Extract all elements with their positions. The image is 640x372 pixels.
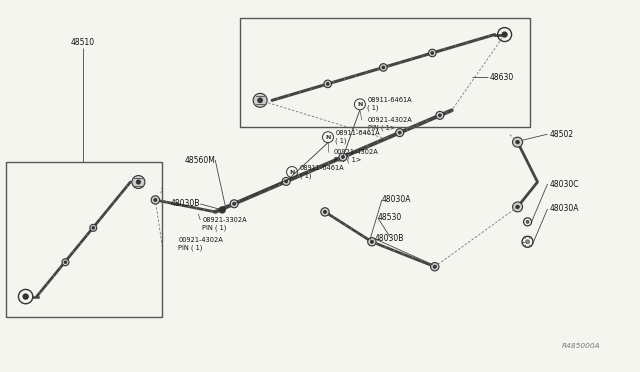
Text: 48560M: 48560M [184,155,215,164]
Circle shape [431,51,434,54]
Circle shape [92,227,95,229]
Text: 08911-6461A
( 1): 08911-6461A ( 1) [367,97,412,111]
Text: 48502: 48502 [550,130,573,139]
Text: 08921-3302A: 08921-3302A [202,217,247,223]
Circle shape [282,177,290,185]
Text: 48030B: 48030B [171,199,200,208]
Circle shape [526,220,529,223]
Text: 48630: 48630 [490,73,514,82]
Circle shape [253,93,267,107]
Circle shape [220,207,225,213]
Text: 48030A: 48030A [550,205,579,214]
Text: PIN ( 1): PIN ( 1) [179,244,203,251]
Text: 00921-4302A: 00921-4302A [334,149,379,155]
Text: 48030A: 48030A [382,195,412,205]
Text: PIN ( 1>: PIN ( 1> [334,157,362,163]
Circle shape [258,98,262,103]
Circle shape [525,240,529,244]
Circle shape [341,155,344,158]
Bar [6,162,163,317]
Circle shape [398,131,401,134]
Circle shape [233,202,236,205]
Circle shape [323,210,326,214]
Circle shape [433,265,436,268]
Text: N: N [325,135,331,140]
Circle shape [23,294,28,299]
Circle shape [516,205,520,209]
Circle shape [90,224,97,231]
Text: N: N [289,170,295,174]
Circle shape [513,202,522,212]
Circle shape [151,196,159,204]
Text: PIN ( 1): PIN ( 1) [202,225,227,231]
Circle shape [436,111,444,119]
Text: 08911-6461A
( 1): 08911-6461A ( 1) [335,130,380,144]
Bar [240,17,529,127]
Circle shape [371,240,374,243]
Circle shape [368,238,376,246]
Circle shape [429,49,436,57]
Circle shape [396,129,404,137]
Circle shape [326,82,329,86]
Text: 48030C: 48030C [550,180,579,189]
Text: N: N [357,102,363,107]
Circle shape [136,180,141,184]
Circle shape [154,198,157,202]
Circle shape [132,176,145,189]
Circle shape [516,140,520,144]
Text: 00921-4302A: 00921-4302A [179,237,223,243]
Circle shape [513,137,522,147]
Circle shape [230,200,238,208]
Circle shape [382,66,385,69]
Text: R485000A: R485000A [561,343,600,349]
Circle shape [64,261,67,264]
Circle shape [380,64,387,71]
Text: 00921-4302A: 00921-4302A [368,117,413,123]
Circle shape [339,153,347,161]
Circle shape [324,80,332,88]
Circle shape [285,180,287,183]
Text: 48510: 48510 [70,38,95,47]
Circle shape [62,259,69,266]
Text: PIN ( 1>: PIN ( 1> [368,125,396,131]
Text: 48530: 48530 [378,214,402,222]
Text: 48030B: 48030B [375,234,404,243]
Text: 08911-6461A
( 1): 08911-6461A ( 1) [300,165,344,179]
Circle shape [438,114,442,117]
Circle shape [502,32,507,37]
Circle shape [431,263,439,271]
Circle shape [321,208,329,216]
